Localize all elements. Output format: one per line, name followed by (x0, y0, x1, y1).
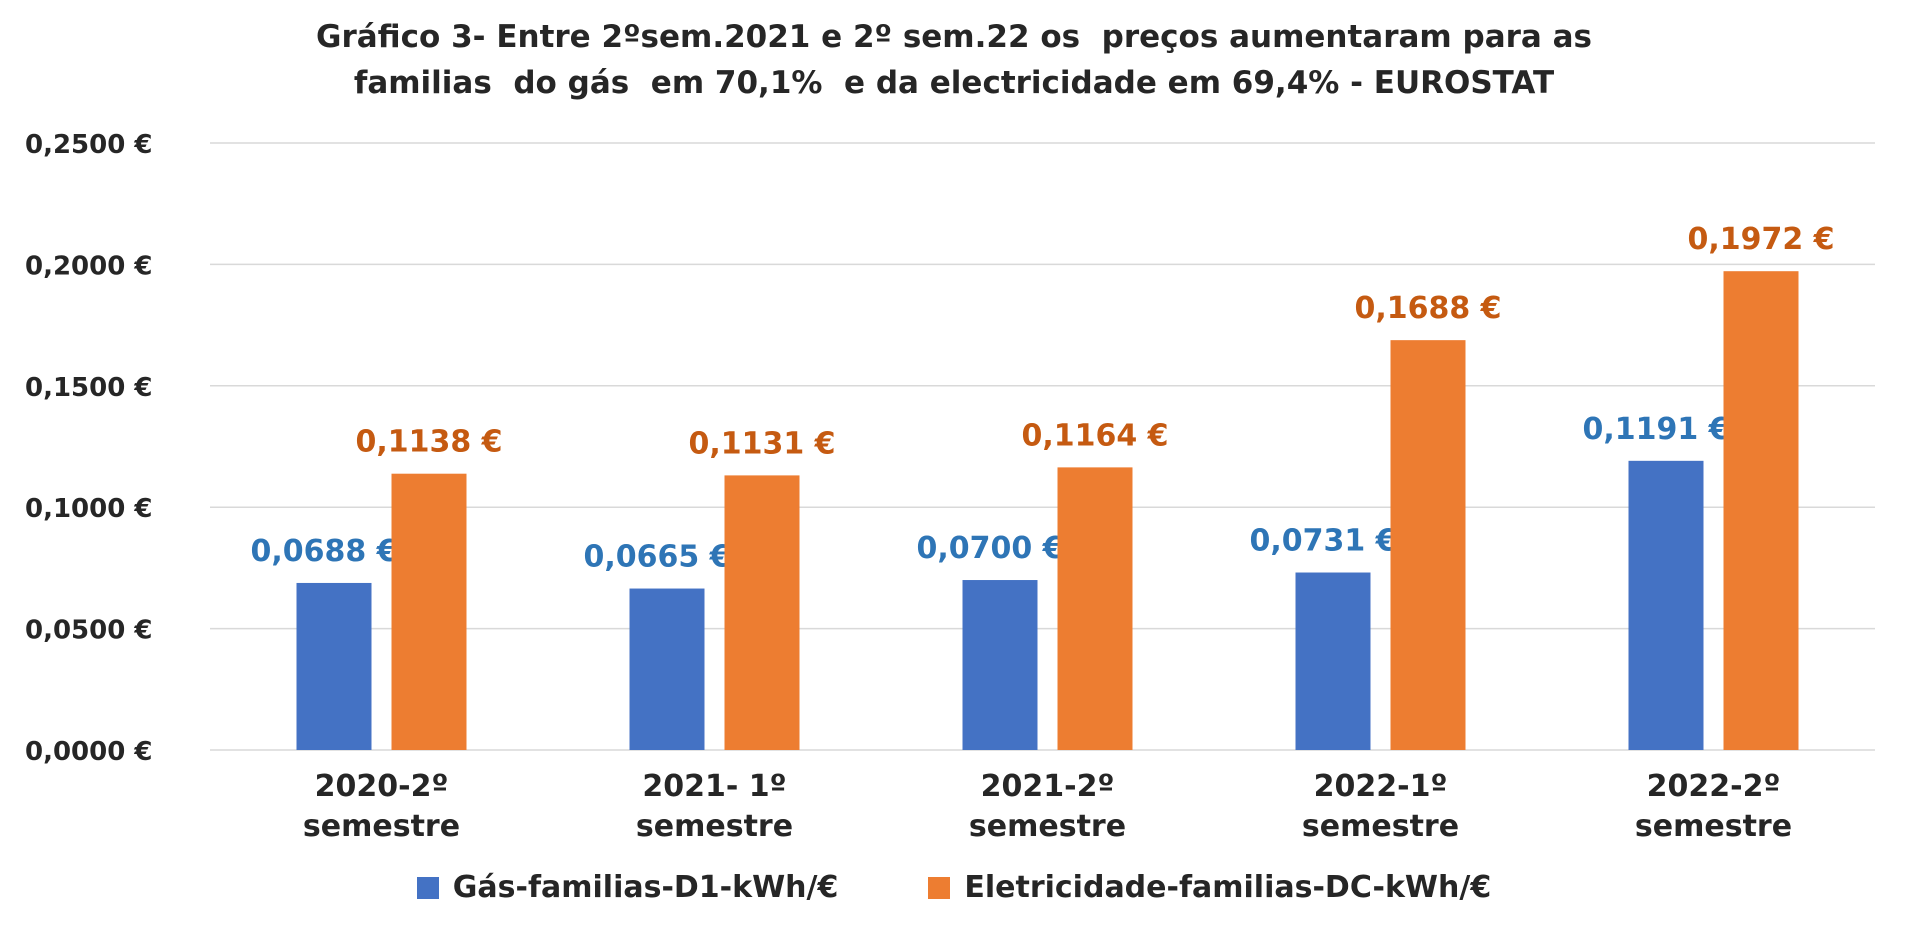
y-tick-label: 0,0000 € (25, 737, 152, 767)
data-label-gas: 0,0665 € (583, 540, 730, 575)
legend-label-gas: Gás-familias-D1-kWh/€ (452, 870, 839, 905)
x-tick-label: semestre (969, 809, 1126, 844)
x-tick-label: 2020-2º (315, 769, 449, 804)
chart-legend: Gás-familias-D1-kWh/€ Eletricidade-famil… (0, 870, 1908, 905)
bar-gas (296, 582, 372, 750)
x-tick-label: semestre (1635, 809, 1792, 844)
bar-electricity (391, 473, 467, 750)
chart-title: Gráfico 3- Entre 2ºsem.2021 e 2º sem.22 … (0, 14, 1908, 106)
data-label-electricity: 0,1688 € (1354, 291, 1501, 326)
bar-electricity (1723, 271, 1799, 750)
y-tick-label: 0,0500 € (25, 616, 152, 646)
legend-item-gas: Gás-familias-D1-kWh/€ (416, 870, 839, 905)
chart-title-line-2: familias do gás em 70,1% e da electricid… (353, 65, 1555, 101)
legend-item-electricity: Eletricidade-familias-DC-kWh/€ (928, 870, 1491, 905)
bar-gas (629, 588, 705, 750)
data-label-gas: 0,0700 € (916, 531, 1063, 566)
x-tick-label: 2021- 1º (642, 769, 786, 804)
chart-title-line-1: Gráfico 3- Entre 2ºsem.2021 e 2º sem.22 … (316, 19, 1592, 55)
legend-label-electricity: Eletricidade-familias-DC-kWh/€ (964, 870, 1492, 905)
bar-gas (962, 580, 1038, 750)
bar-electricity (1057, 467, 1133, 750)
x-tick-label: semestre (1302, 809, 1459, 844)
x-tick-label: 2022-1º (1314, 769, 1448, 804)
bar-electricity (724, 475, 800, 750)
data-label-electricity: 0,1164 € (1021, 418, 1168, 453)
data-label-gas: 0,0731 € (1249, 524, 1396, 559)
y-tick-label: 0,2500 € (25, 130, 152, 160)
legend-swatch-gas (416, 876, 439, 899)
data-label-gas: 0,0688 € (250, 534, 397, 569)
data-label-electricity: 0,1131 € (688, 426, 835, 461)
bar-chart: 0,2500 € 0,2000 € 0,1500 € 0,1000 € 0,0500 €… (25, 130, 1875, 844)
bar-gas (1628, 460, 1704, 750)
bar-electricity (1390, 340, 1466, 750)
y-tick-label: 0,2000 € (25, 251, 152, 281)
x-tick-label: semestre (303, 809, 460, 844)
data-label-electricity: 0,1972 € (1687, 222, 1834, 257)
y-tick-label: 0,1500 € (25, 373, 152, 403)
legend-swatch-electricity (928, 876, 951, 899)
y-tick-label: 0,1000 € (25, 494, 152, 524)
x-tick-label: 2021-2º (981, 769, 1115, 804)
data-label-electricity: 0,1138 € (355, 425, 502, 460)
bar-gas (1295, 572, 1371, 750)
x-tick-label: semestre (636, 809, 793, 844)
data-label-gas: 0,1191 € (1582, 412, 1729, 447)
x-tick-label: 2022-2º (1647, 769, 1781, 804)
